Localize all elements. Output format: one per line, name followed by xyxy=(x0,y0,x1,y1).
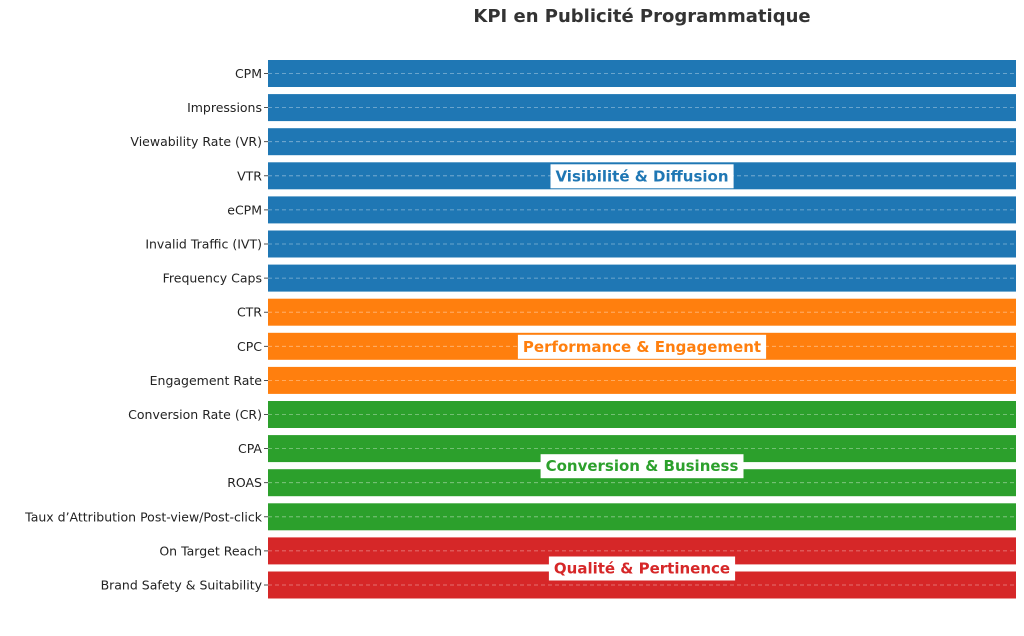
bar-2 xyxy=(268,128,1016,156)
y-tick-label: Taux d’Attribution Post-view/Post-click xyxy=(24,509,263,524)
group-label-text: Conversion & Business xyxy=(546,457,739,475)
bar-13 xyxy=(268,503,1016,531)
y-tick-label: eCPM xyxy=(227,202,262,217)
group-label-text: Visibilité & Diffusion xyxy=(555,167,728,185)
group-label-text: Qualité & Pertinence xyxy=(554,560,730,578)
bar-1 xyxy=(268,94,1016,122)
y-tick-label: Invalid Traffic (IVT) xyxy=(145,237,262,252)
y-tick-label: Engagement Rate xyxy=(150,373,263,388)
y-tick-label: CPM xyxy=(235,66,262,81)
y-tick-label: CPA xyxy=(238,441,262,456)
bar-0 xyxy=(268,60,1016,87)
group-label-background xyxy=(550,164,734,189)
bar-4 xyxy=(268,196,1016,224)
y-tick-label: Brand Safety & Suitability xyxy=(101,578,263,593)
y-tick-label: CPC xyxy=(237,339,262,354)
y-tick-label: Impressions xyxy=(187,100,262,115)
bar-10 xyxy=(268,401,1016,428)
y-tick-label: On Target Reach xyxy=(159,543,262,558)
bar-9 xyxy=(268,366,1016,394)
y-tick-label: ROAS xyxy=(227,475,262,490)
group-label-background xyxy=(548,556,736,581)
y-tick-label: Frequency Caps xyxy=(163,271,262,286)
bar-5 xyxy=(268,230,1016,258)
group-label-text: Performance & Engagement xyxy=(523,338,761,356)
y-tick-label: Conversion Rate (CR) xyxy=(128,407,262,422)
group-label-2: Conversion & Business xyxy=(540,454,744,479)
group-label-1: Performance & Engagement xyxy=(517,334,767,359)
group-label-3: Qualité & Pertinence xyxy=(548,556,736,581)
bar-7 xyxy=(268,298,1016,326)
group-label-background xyxy=(540,454,744,479)
group-label-0: Visibilité & Diffusion xyxy=(550,164,734,189)
y-tick-label: Viewability Rate (VR) xyxy=(130,134,262,149)
chart-title: KPI en Publicité Programmatique xyxy=(473,6,811,27)
y-tick-label: VTR xyxy=(237,168,262,183)
bar-6 xyxy=(268,264,1016,292)
group-label-background xyxy=(517,334,767,359)
y-tick-label: CTR xyxy=(237,305,262,320)
